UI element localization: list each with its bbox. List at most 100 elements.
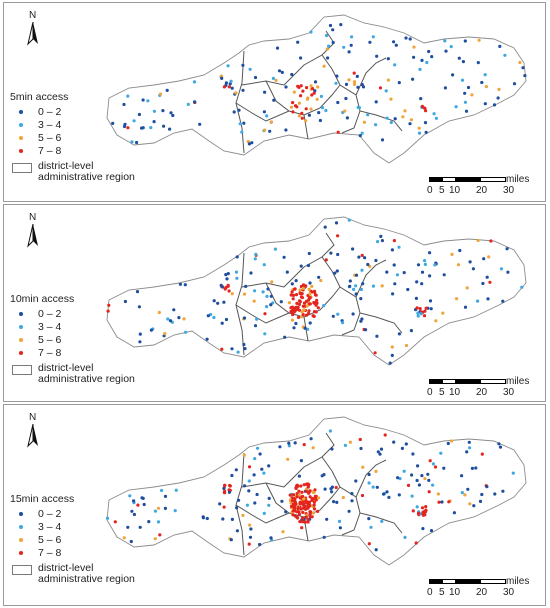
- facility-point: [471, 267, 475, 271]
- facility-point: [149, 328, 153, 332]
- facility-point: [415, 478, 419, 483]
- legend-dot-5-6: [19, 136, 23, 140]
- facility-point: [249, 271, 253, 275]
- facility-point: [296, 84, 300, 88]
- facility-point: [313, 488, 317, 492]
- facility-point: [243, 347, 247, 351]
- facility-point: [402, 271, 406, 275]
- facility-point: [132, 119, 136, 123]
- facility-point: [136, 503, 140, 507]
- facility-point: [470, 93, 474, 97]
- facility-point: [232, 110, 236, 114]
- facility-point: [284, 510, 288, 514]
- legend-item-0-2: 0 – 2: [10, 106, 135, 119]
- district-boundary: [321, 232, 335, 258]
- facility-point: [343, 109, 347, 113]
- legend-label: 3 – 4: [38, 119, 62, 131]
- facility-point: [434, 319, 438, 323]
- facility-point: [300, 111, 304, 115]
- facility-point: [374, 548, 378, 552]
- facility-point: [379, 234, 383, 238]
- facility-point: [290, 290, 294, 294]
- facility-point: [312, 490, 316, 495]
- facility-point: [237, 108, 241, 112]
- region-label-line2: administrative region: [38, 573, 135, 585]
- facility-point: [303, 326, 307, 330]
- facility-point: [468, 502, 472, 506]
- facility-point: [423, 259, 427, 263]
- facility-point: [483, 102, 487, 106]
- facility-point: [234, 270, 239, 274]
- facility-point: [341, 321, 345, 325]
- facility-point: [307, 309, 311, 313]
- scale-tick: 30: [503, 185, 515, 196]
- facility-point: [128, 494, 132, 498]
- facility-point: [316, 85, 320, 89]
- facility-point: [292, 505, 296, 510]
- facility-point: [149, 126, 153, 130]
- scale-seg: [429, 579, 443, 584]
- facility-point: [300, 116, 304, 120]
- scale-tick: 20: [476, 587, 488, 598]
- facility-point: [375, 485, 379, 489]
- facility-point: [489, 239, 493, 243]
- legend-item-7-8: 7 – 8: [10, 547, 135, 560]
- facility-point: [420, 474, 424, 478]
- facility-point: [343, 443, 347, 447]
- facility-point: [247, 479, 251, 483]
- facility-point: [503, 53, 507, 57]
- facility-point: [171, 113, 175, 118]
- facility-point: [162, 124, 166, 128]
- facility-point: [307, 251, 311, 256]
- facility-point: [291, 297, 295, 301]
- facility-point: [230, 292, 234, 296]
- facility-point: [376, 240, 380, 244]
- facility-point: [425, 60, 429, 65]
- facility-point: [247, 489, 251, 493]
- facility-point: [357, 255, 361, 259]
- facility-point: [152, 109, 156, 113]
- facility-point: [339, 23, 343, 27]
- facility-point: [310, 515, 314, 519]
- facility-point: [146, 99, 150, 103]
- facility-point: [396, 476, 400, 480]
- facility-point: [414, 541, 418, 545]
- facility-point: [461, 60, 465, 64]
- facility-point: [403, 535, 407, 539]
- facility-point: [337, 519, 342, 523]
- facility-point: [132, 499, 136, 503]
- facility-point: [298, 288, 302, 292]
- facility-point: [241, 63, 245, 67]
- facility-point: [315, 301, 319, 305]
- facility-point: [335, 500, 339, 504]
- facility-point: [380, 519, 384, 523]
- facility-point: [430, 55, 434, 59]
- facility-point: [222, 300, 226, 304]
- facility-point: [455, 297, 459, 301]
- facility-point: [126, 126, 130, 130]
- facility-point: [284, 128, 288, 132]
- facility-point: [424, 510, 428, 514]
- facility-point: [156, 520, 161, 524]
- facility-point: [394, 43, 398, 47]
- facility-point: [331, 28, 335, 32]
- facility-point: [177, 316, 181, 320]
- facility-point: [357, 106, 361, 110]
- facility-point: [431, 483, 435, 487]
- facility-point: [354, 273, 359, 277]
- facility-point: [307, 491, 311, 495]
- facility-point: [300, 490, 304, 494]
- facility-point: [301, 308, 305, 313]
- facility-point: [235, 506, 239, 510]
- facility-point: [419, 312, 423, 316]
- facility-point: [248, 67, 252, 71]
- facility-point: [299, 94, 303, 98]
- facility-point: [304, 313, 309, 317]
- facility-point: [158, 533, 162, 537]
- facility-point: [487, 255, 491, 259]
- facility-point: [269, 120, 273, 124]
- facility-point: [247, 542, 251, 546]
- facility-point: [311, 511, 315, 515]
- facility-point: [361, 85, 366, 89]
- facility-point: [312, 91, 316, 95]
